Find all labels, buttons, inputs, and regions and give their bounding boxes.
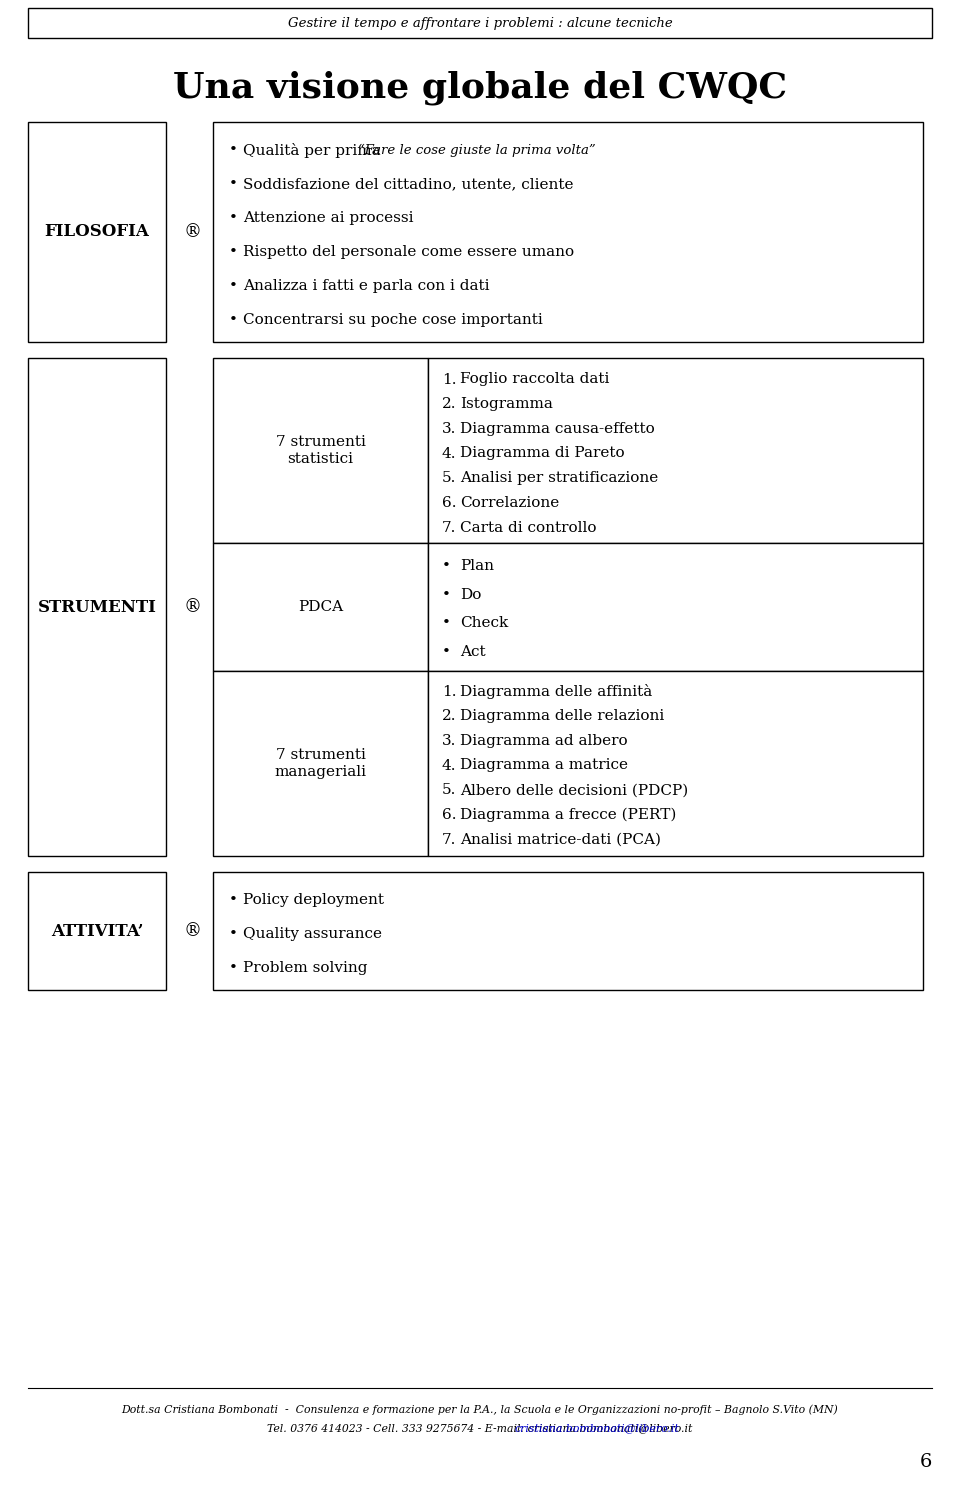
FancyBboxPatch shape: [213, 543, 428, 672]
Text: ®: ®: [183, 922, 201, 940]
Text: 2.: 2.: [442, 398, 457, 411]
FancyBboxPatch shape: [28, 122, 166, 342]
Text: Do: Do: [460, 588, 481, 602]
Text: 4.: 4.: [442, 447, 457, 460]
Text: Dott.sa Cristiana Bombonati  -  Consulenza e formazione per la P.A., la Scuola e: Dott.sa Cristiana Bombonati - Consulenza…: [122, 1404, 838, 1415]
Text: Analizza i fatti e parla con i dati: Analizza i fatti e parla con i dati: [243, 278, 490, 293]
Text: Albero delle decisioni (PDCP): Albero delle decisioni (PDCP): [460, 783, 688, 797]
FancyBboxPatch shape: [213, 357, 428, 543]
Text: PDCA: PDCA: [298, 600, 343, 613]
FancyBboxPatch shape: [428, 543, 923, 672]
Text: cristiana.bombonati@libero.it: cristiana.bombonati@libero.it: [515, 1423, 679, 1432]
Text: Diagramma ad albero: Diagramma ad albero: [460, 734, 628, 747]
Text: 1.: 1.: [442, 372, 457, 387]
Text: Diagramma di Pareto: Diagramma di Pareto: [460, 447, 625, 460]
Text: •: •: [229, 211, 238, 225]
Text: Foglio raccolta dati: Foglio raccolta dati: [460, 372, 610, 387]
FancyBboxPatch shape: [428, 357, 923, 543]
Text: 3.: 3.: [442, 421, 456, 436]
Text: 7 strumenti
statistici: 7 strumenti statistici: [276, 435, 366, 466]
Text: Soddisfazione del cittadino, utente, cliente: Soddisfazione del cittadino, utente, cli…: [243, 177, 573, 191]
Text: •: •: [229, 143, 238, 158]
FancyBboxPatch shape: [428, 672, 923, 856]
Text: Quality assurance: Quality assurance: [243, 928, 382, 941]
Text: •: •: [442, 588, 451, 602]
Text: Diagramma delle relazioni: Diagramma delle relazioni: [460, 709, 664, 724]
Text: Diagramma a matrice: Diagramma a matrice: [460, 758, 628, 773]
Text: Attenzione ai processi: Attenzione ai processi: [243, 211, 414, 225]
Text: Una visione globale del CWQC: Una visione globale del CWQC: [173, 71, 787, 106]
Text: Diagramma causa-effetto: Diagramma causa-effetto: [460, 421, 655, 436]
FancyBboxPatch shape: [28, 7, 932, 39]
Text: Check: Check: [460, 616, 508, 630]
Text: •: •: [229, 960, 238, 975]
Text: 2.: 2.: [442, 709, 457, 724]
FancyBboxPatch shape: [28, 873, 166, 990]
FancyBboxPatch shape: [213, 672, 428, 856]
Text: 1.: 1.: [442, 685, 457, 698]
Text: Analisi matrice-dati (PCA): Analisi matrice-dati (PCA): [460, 832, 661, 847]
Text: Rispetto del personale come essere umano: Rispetto del personale come essere umano: [243, 244, 574, 259]
Text: Concentrarsi su poche cose importanti: Concentrarsi su poche cose importanti: [243, 313, 542, 326]
Text: Diagramma a frecce (PERT): Diagramma a frecce (PERT): [460, 807, 677, 822]
Text: Plan: Plan: [460, 560, 494, 573]
Text: 7 strumenti
manageriali: 7 strumenti manageriali: [275, 749, 367, 779]
Text: 5.: 5.: [442, 471, 456, 485]
Text: Istogramma: Istogramma: [460, 398, 553, 411]
Text: 6.: 6.: [442, 496, 457, 509]
Text: Analisi per stratificazione: Analisi per stratificazione: [460, 471, 659, 485]
Text: ATTIVITA’: ATTIVITA’: [51, 923, 143, 940]
Text: 5.: 5.: [442, 783, 456, 797]
FancyBboxPatch shape: [213, 122, 923, 342]
Text: •: •: [442, 616, 451, 630]
Text: Policy deployment: Policy deployment: [243, 893, 384, 907]
Text: Act: Act: [460, 645, 486, 658]
Text: 4.: 4.: [442, 758, 457, 773]
Text: ®: ®: [183, 599, 201, 616]
Text: STRUMENTI: STRUMENTI: [37, 599, 156, 615]
Text: Diagramma delle affinità: Diagramma delle affinità: [460, 683, 652, 698]
Text: Tel. 0376 414023 - Cell. 333 9275674 - E-mail: cristiana.bombonati@libero.it: Tel. 0376 414023 - Cell. 333 9275674 - E…: [267, 1423, 693, 1432]
Text: Problem solving: Problem solving: [243, 960, 368, 975]
Text: 6.: 6.: [442, 809, 457, 822]
Text: ®: ®: [183, 223, 201, 241]
Text: “Fare le cose giuste la prima volta”: “Fare le cose giuste la prima volta”: [358, 144, 595, 156]
Text: •: •: [442, 560, 451, 573]
Text: 3.: 3.: [442, 734, 456, 747]
Text: •: •: [229, 177, 238, 191]
Text: •: •: [229, 278, 238, 293]
Text: 7.: 7.: [442, 521, 456, 535]
Text: Carta di controllo: Carta di controllo: [460, 521, 596, 535]
Text: •: •: [229, 893, 238, 907]
Text: •: •: [229, 313, 238, 326]
Text: Qualità per prima: Qualità per prima: [243, 143, 391, 158]
Text: Correlazione: Correlazione: [460, 496, 560, 509]
Text: FILOSOFIA: FILOSOFIA: [44, 223, 150, 241]
Text: •: •: [442, 645, 451, 658]
Text: 6: 6: [920, 1453, 932, 1471]
FancyBboxPatch shape: [213, 873, 923, 990]
Text: •: •: [229, 928, 238, 941]
Text: Gestire il tempo e affrontare i problemi : alcune tecniche: Gestire il tempo e affrontare i problemi…: [288, 16, 672, 30]
Text: •: •: [229, 244, 238, 259]
FancyBboxPatch shape: [28, 357, 166, 856]
Text: 7.: 7.: [442, 832, 456, 847]
